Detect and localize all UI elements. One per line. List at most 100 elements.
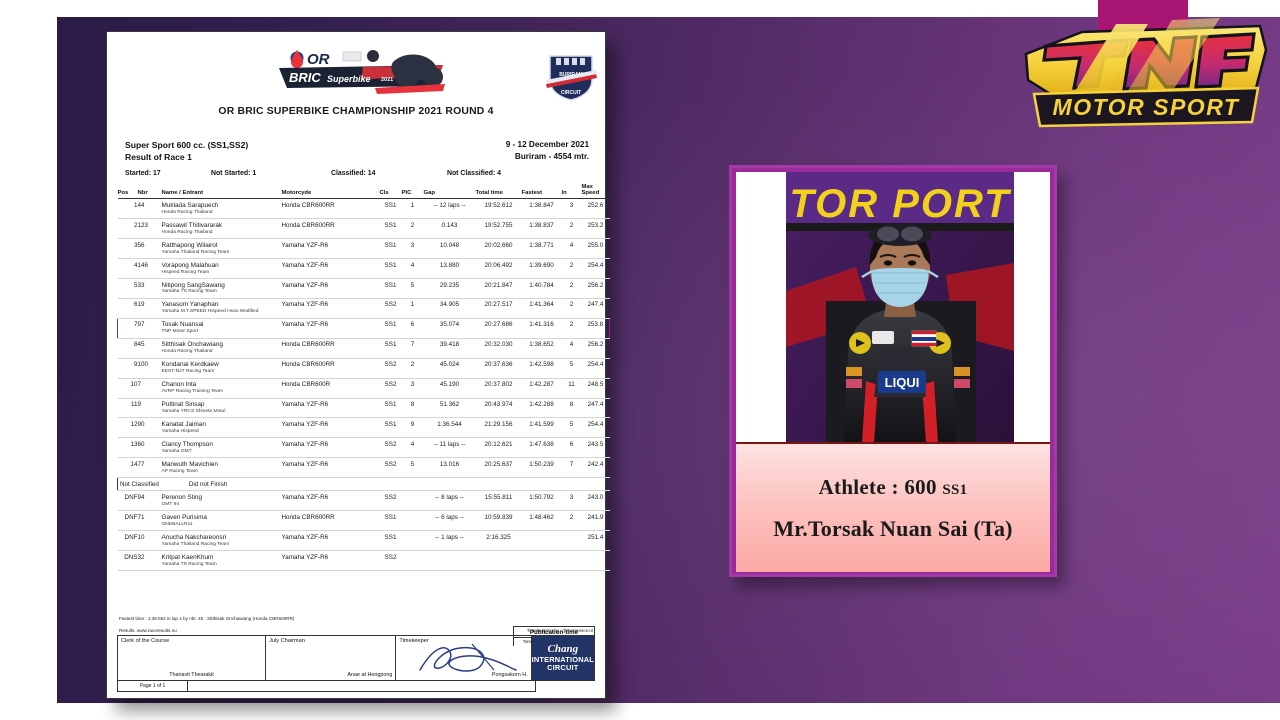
cell-name-entrant: Gaven Purisima ONEBALLR11 xyxy=(161,510,282,532)
cell-gap: 51.362 xyxy=(423,398,476,419)
cell-motorcycle: Honda CBR600RR xyxy=(281,198,380,220)
cell-gap: 34.905 xyxy=(423,298,476,319)
rider-name: Gaven Purisima xyxy=(161,513,207,521)
not-started-count: Not Started: 1 xyxy=(211,169,257,177)
entrant-team: GMT 94 xyxy=(161,501,180,507)
document-meta: Super Sport 600 cc. (SS1,SS2) Result of … xyxy=(117,139,595,164)
cell-in: 2 xyxy=(561,258,582,279)
section-not-classified: Not Classified xyxy=(120,480,159,488)
cell-max-speed: 243.5 xyxy=(581,437,610,459)
rider-name: Nitipong SangSawang xyxy=(161,281,225,289)
jury-name: Anae at Hongpong xyxy=(347,672,393,678)
athlete-caption: Athlete : 600 SS1 Mr.Torsak Nuan Sai (Ta… xyxy=(736,444,1050,572)
cell-total-time: 20:25.637 xyxy=(475,457,522,479)
cell-pos: 14 xyxy=(117,457,138,479)
cell-in: 6 xyxy=(561,437,582,459)
cell-pos: 12 xyxy=(117,417,138,439)
col-gap: Gap xyxy=(423,183,476,200)
athlete-photo-frame: TOR PORT LIQUI xyxy=(736,172,1050,444)
entrant-team: Hispeed Racing Team xyxy=(161,269,210,275)
cell-motorcycle: Honda CBR600RR xyxy=(281,338,380,359)
col-max-speed-line2: Speed xyxy=(581,190,600,197)
cell-nbr: 9 xyxy=(137,398,162,419)
classified-count: Classified: 14 xyxy=(331,169,376,177)
col-max-speed-line1: Max xyxy=(581,183,593,190)
cell-in: 3 xyxy=(561,198,582,220)
cell-nbr: 71 xyxy=(137,510,162,532)
cell-pic: 5 xyxy=(401,457,424,479)
entrant-team: Yamaha TS Racing Team xyxy=(161,289,217,295)
athlete-photo: TOR PORT LIQUI xyxy=(786,172,1014,442)
cell-gap: 13.016 xyxy=(423,457,476,479)
cell-class: SS2 xyxy=(379,490,402,512)
cell-total-time: 20:43.974 xyxy=(475,398,522,419)
cell-nbr: 33 xyxy=(137,278,162,299)
cell-motorcycle: Yamaha YZF-R6 xyxy=(281,398,380,419)
cell-pic: 6 xyxy=(401,317,424,339)
cell-nbr: 123 xyxy=(137,218,162,240)
cell-pic xyxy=(401,530,424,552)
cell-nbr: 10 xyxy=(137,530,162,552)
cell-name-entrant: Nitipong SangSawang Yamaha TS Racing Team xyxy=(161,278,282,299)
cell-fastest: 1:42.288 xyxy=(521,398,562,419)
cell-max-speed: 252.6 xyxy=(581,198,610,220)
svg-text:CIRCUIT: CIRCUIT xyxy=(561,90,581,96)
cell-motorcycle: Yamaha YZF-R6 xyxy=(281,417,380,439)
chang-circuit: CIRCUIT xyxy=(547,663,579,673)
cell-gap: 13.880 xyxy=(423,258,476,279)
athlete-class-code: SS1 xyxy=(942,481,968,498)
results-url: Results. www.raceresults.nu xyxy=(119,628,177,633)
results-table-body: 1 44 Muklada Sarapuech Honda Racing Thailan… xyxy=(117,198,610,572)
cell-total-time: 2:16.325 xyxy=(475,530,522,552)
cell-gap: -- 11 laps -- xyxy=(423,437,476,459)
publication-title: Publication-time xyxy=(529,629,579,636)
rider-name: Anucha Nakchareonsri xyxy=(161,533,227,541)
cell-pic: 9 xyxy=(401,417,424,439)
clerk-name: Thanavit Thearakit xyxy=(169,672,214,678)
table-row: 9 100 Kondanai Kerdkaew EEST-NJT Racing Tea… xyxy=(117,358,610,379)
cell-in: 8 xyxy=(561,398,582,419)
cell-total-time: 20:37.802 xyxy=(475,378,522,399)
cell-name-entrant: Kanatat Jaiman Yamaha Hispeed xyxy=(161,417,282,439)
cell-nbr: 77 xyxy=(137,457,162,479)
entrant-team: EEST-NJT Racing Team xyxy=(161,369,215,375)
rider-name: Clancy Thompson xyxy=(161,440,213,448)
entrant-team: Yamaha TS Racing Team xyxy=(161,561,217,567)
cell-pic: 1 xyxy=(401,298,424,319)
cell-name-entrant: Ratthapong Wilairot Yamaha Thailand Racin… xyxy=(161,238,282,260)
cell-pos: 10 xyxy=(117,378,138,399)
cell-gap: 10.048 xyxy=(423,238,476,260)
cell-total-time: 21:29.156 xyxy=(475,417,522,439)
cell-pos: 1 xyxy=(117,198,138,220)
table-row: 2 123 Passawit Thitivararak Honda Racing Th… xyxy=(117,218,610,240)
rider-name: Tosak Nuansai xyxy=(161,321,204,329)
col-in: In xyxy=(561,183,582,200)
section-label-cell: Not Classified Did not Finish xyxy=(117,477,610,492)
entrant-team: Yamaha Hispeed xyxy=(161,428,199,434)
rider-name: Kanatat Jaiman xyxy=(161,421,206,429)
athlete-card: TOR PORT LIQUI xyxy=(729,165,1057,577)
cell-motorcycle: Honda CBR600RR xyxy=(281,218,380,240)
cell-max-speed: 247.4 xyxy=(581,298,610,319)
table-row: 13 60 Clancy Thompson Yamaha GMT Yamaha YZF-… xyxy=(117,437,610,459)
cell-total-time: 20:21.847 xyxy=(475,278,522,299)
cell-pos: 11 xyxy=(117,398,138,419)
entrant-team: Yamaha GMT xyxy=(161,448,192,454)
cell-in: 4 xyxy=(561,238,582,260)
cell-gap: 35.074 xyxy=(423,317,476,339)
cell-class: SS1 xyxy=(379,317,402,339)
cell-class: SS1 xyxy=(379,218,402,240)
table-row: 6 19 Yanasom Yanaphan Yamaha M.T.SPEED Hisp… xyxy=(117,298,610,319)
cell-gap: 0.143 xyxy=(423,218,476,240)
venue-line: Buriram - 4554 mtr. xyxy=(514,151,589,161)
cell-in: 5 xyxy=(561,417,582,439)
cell-max-speed: 253.2 xyxy=(581,218,610,240)
table-row: DNF 71 Gaven Purisima ONEBALLR11 Honda CBR60… xyxy=(117,510,610,532)
tnp-logo-subtitle: MOTOR SPORT xyxy=(1053,94,1240,120)
cell-max-speed: 241.9 xyxy=(581,510,610,532)
cell-class: SS2 xyxy=(379,437,402,459)
cell-nbr: 146 xyxy=(137,258,162,279)
entrant-team: Honda Racing Thailand xyxy=(161,349,213,355)
table-row: DNF 94 Perenon Sting GMT 94 Yamaha YZF-R6 SS2… xyxy=(117,490,610,512)
rider-name: Yanasom Yanaphan xyxy=(161,301,219,309)
